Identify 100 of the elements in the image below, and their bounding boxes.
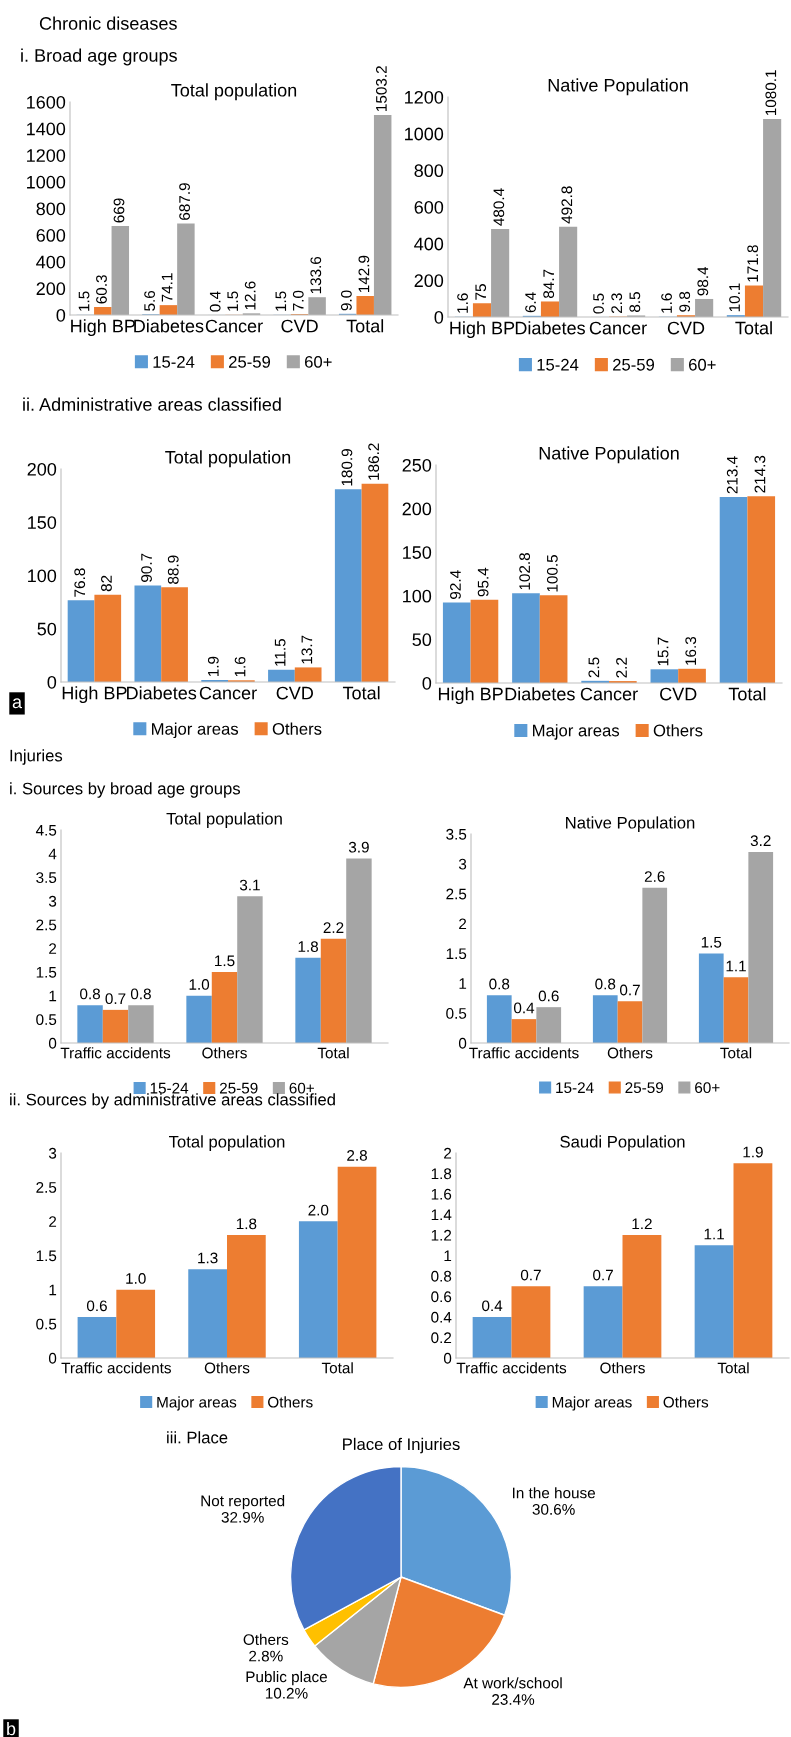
data-label: 1.0: [189, 979, 210, 990]
data-label: 1.1: [704, 1228, 724, 1240]
data-label: 100.5: [546, 555, 558, 592]
y-tick-label: 1: [49, 1284, 57, 1296]
data-label: 0.8: [130, 988, 151, 1000]
y-tick-label: 3.5: [36, 872, 57, 884]
data-label: 0.8: [489, 978, 510, 990]
legend-label: Others: [663, 1396, 709, 1408]
data-label: 2.5: [588, 657, 600, 678]
slice-label: At work/school: [463, 1677, 562, 1689]
y-tick-label: 50: [412, 633, 432, 647]
legend-label: 60+: [695, 1082, 720, 1094]
x-tick-label: CVD: [281, 319, 318, 333]
legend-label: 25-59: [229, 356, 271, 368]
y-tick-label: 4.5: [35, 825, 57, 836]
y-tick-label: 0.5: [36, 1014, 57, 1026]
y-tick-label: 2.5: [36, 919, 57, 931]
x-tick-label: Cancer: [580, 687, 638, 701]
data-label: 180.9: [341, 449, 353, 486]
slice-label: Public place: [246, 1671, 327, 1686]
y-tick-label: 200: [414, 274, 444, 288]
data-label: 1.8: [298, 941, 319, 952]
data-label: 669: [113, 198, 125, 223]
data-label: 13.7: [301, 635, 313, 664]
data-label: 0.4: [513, 1002, 535, 1014]
data-label: 480.4: [493, 188, 505, 226]
y-tick-label: 0.8: [431, 1270, 452, 1282]
data-label: 2.3: [611, 293, 623, 314]
data-label: 82: [101, 575, 112, 592]
text: a: [12, 698, 23, 709]
data-label: 15.7: [657, 637, 669, 666]
y-tick-label: 0: [434, 310, 444, 324]
data-label: 186.2: [368, 443, 380, 480]
data-label: 1.6: [234, 656, 246, 677]
legend-label: Others: [653, 724, 703, 737]
y-tick-label: 400: [414, 237, 444, 251]
x-tick-label: Total: [735, 321, 772, 335]
y-tick-label: 150: [28, 516, 57, 529]
data-label: 3.1: [239, 879, 260, 891]
legend-label: Major areas: [552, 1396, 632, 1411]
y-tick-label: 1: [49, 990, 57, 1002]
data-label: 1.5: [275, 291, 287, 311]
x-tick-label: Traffic accidents: [469, 1047, 579, 1059]
y-tick-label: 3: [458, 858, 467, 870]
data-label: 0.5: [593, 293, 604, 314]
y-tick-label: 1.6: [431, 1188, 452, 1200]
y-tick-label: 0: [443, 1352, 452, 1364]
x-tick-label: Total: [720, 1047, 752, 1059]
data-label: 16.3: [685, 636, 697, 665]
x-tick-label: High BP: [71, 319, 135, 336]
data-label: 11.5: [274, 639, 286, 666]
data-label: 10.1: [729, 283, 740, 312]
data-label: 32.9%: [221, 1511, 264, 1523]
x-tick-label: Others: [600, 1362, 645, 1374]
data-label: 0.7: [619, 984, 640, 996]
x-tick-label: Diabetes: [127, 686, 197, 700]
text: i. Sources by broad age groups: [10, 782, 241, 798]
y-tick-label: 1000: [27, 175, 66, 189]
y-tick-label: 0.5: [446, 1008, 467, 1019]
y-tick-label: 50: [37, 622, 57, 636]
legend-label: Others: [272, 722, 322, 735]
y-tick-label: 2: [459, 918, 467, 930]
legend-label: 60+: [289, 1082, 314, 1094]
y-tick-label: 1600: [27, 95, 66, 109]
data-label: 98.4: [697, 266, 709, 296]
y-tick-label: 1400: [27, 122, 66, 136]
y-tick-label: 1.8: [431, 1168, 452, 1180]
chart-title: Native Population: [539, 446, 679, 464]
data-label: 1.8: [236, 1218, 257, 1230]
y-tick-label: 600: [36, 229, 66, 242]
y-tick-label: 0: [48, 1352, 57, 1364]
legend-label: 25-59: [625, 1082, 664, 1094]
slice-label: Not reported: [201, 1495, 285, 1510]
text: ii. Sources by administrative areas classified: [10, 1093, 335, 1109]
y-tick-label: 600: [414, 200, 444, 214]
chart-title: Native Population: [566, 816, 695, 832]
data-label: 1.5: [78, 291, 90, 311]
data-label: 1.3: [198, 1252, 218, 1264]
text: b: [7, 1722, 16, 1736]
x-tick-label: CVD: [667, 321, 705, 335]
text: ii. Administrative areas classified: [23, 397, 281, 411]
data-label: 5.6: [144, 290, 156, 311]
x-tick-label: High BP: [438, 687, 503, 704]
data-label: 0.7: [593, 1269, 613, 1281]
chart-title: Saudi Population: [560, 1135, 685, 1151]
data-label: 0.8: [80, 988, 101, 1000]
data-label: 90.7: [141, 553, 152, 582]
x-tick-label: High BP: [450, 321, 515, 338]
x-tick-label: Total: [717, 1362, 749, 1374]
data-label: 1.5: [227, 291, 239, 311]
data-label: 0.4: [209, 291, 221, 312]
chart-title: Place of Injuries: [343, 1437, 460, 1454]
data-label: 1503.2: [375, 66, 387, 111]
data-label: 142.9: [358, 255, 370, 293]
data-label: 76.8: [74, 568, 86, 597]
data-label: 3.9: [348, 841, 369, 853]
text: i. Broad age groups: [21, 48, 177, 66]
data-label: 95.4: [477, 567, 489, 597]
chart-title: Total population: [166, 812, 282, 828]
y-tick-label: 100: [28, 569, 57, 583]
